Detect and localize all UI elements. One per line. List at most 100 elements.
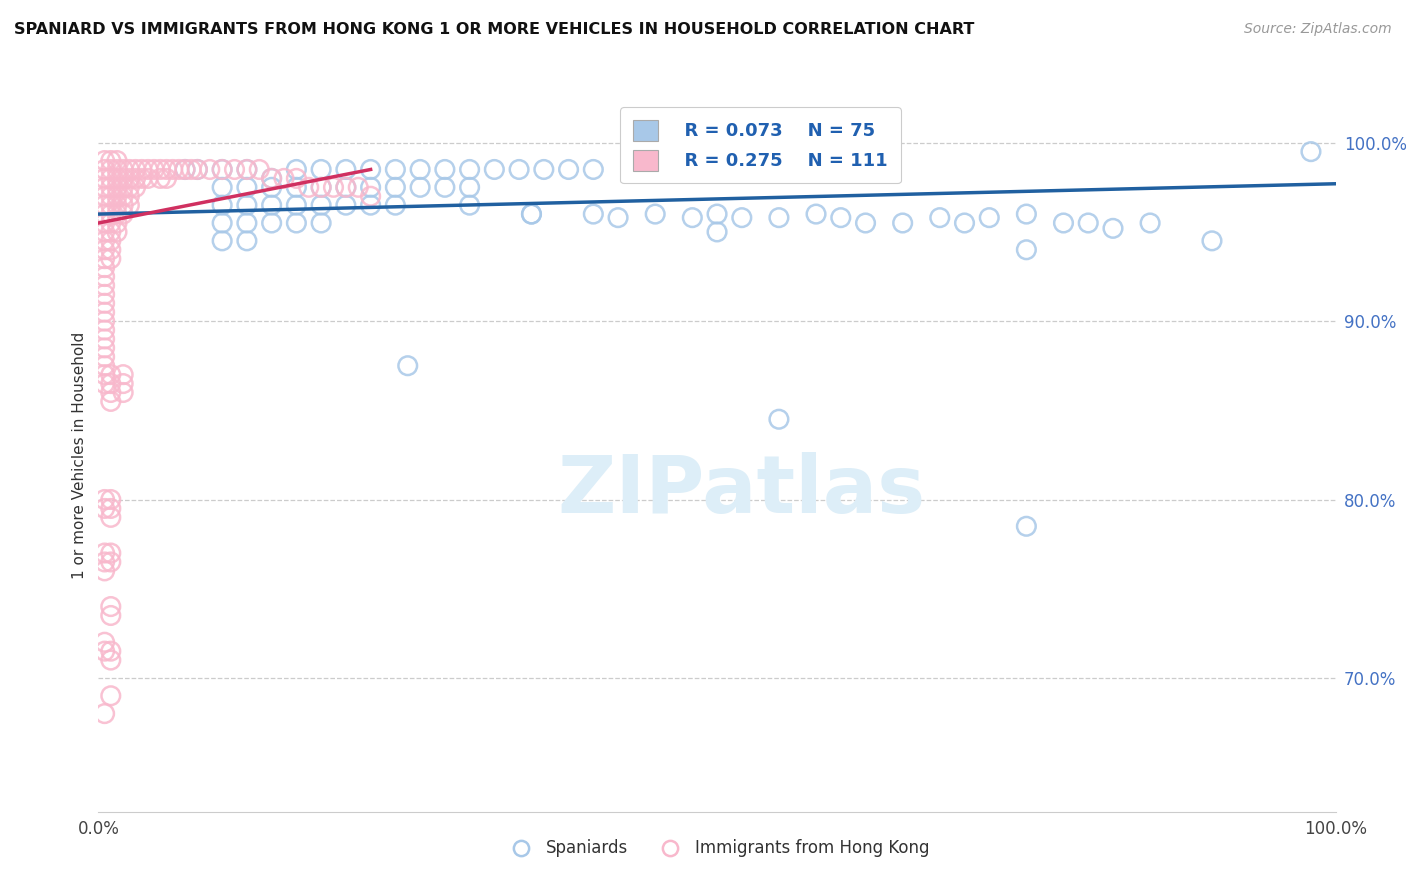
Text: ZIPatlas: ZIPatlas [558,451,927,530]
Point [100,252,122,266]
Point [174,162,197,177]
Point [211,216,233,230]
Point [706,225,728,239]
Point [100,225,122,239]
Point [112,171,135,186]
Point [273,171,295,186]
Point [93,314,115,328]
Point [322,180,344,194]
Point [105,180,128,194]
Point [236,198,259,212]
Point [149,162,172,177]
Point [582,207,605,221]
Point [1015,207,1038,221]
Point [100,599,122,614]
Point [1139,216,1161,230]
Point [100,385,122,400]
Point [105,225,128,239]
Point [855,216,877,230]
Point [309,180,332,194]
Point [409,180,432,194]
Point [731,211,754,225]
Point [1015,519,1038,533]
Point [211,198,233,212]
Point [224,162,246,177]
Point [93,207,115,221]
Point [118,171,141,186]
Point [112,162,135,177]
Point [93,234,115,248]
Point [260,171,283,186]
Point [93,252,115,266]
Point [93,332,115,346]
Point [93,376,115,391]
Point [433,162,456,177]
Point [118,189,141,203]
Point [768,211,790,225]
Point [167,162,190,177]
Point [360,162,382,177]
Point [804,207,827,221]
Point [118,180,141,194]
Point [100,207,122,221]
Point [131,162,153,177]
Point [335,162,357,177]
Point [112,368,135,382]
Point [93,555,115,569]
Point [236,234,259,248]
Point [298,180,321,194]
Point [236,162,259,177]
Point [433,180,456,194]
Point [309,180,332,194]
Point [508,162,530,177]
Point [93,341,115,355]
Point [1102,221,1125,235]
Point [112,385,135,400]
Point [155,171,177,186]
Point [520,207,543,221]
Point [112,180,135,194]
Point [155,162,177,177]
Point [557,162,579,177]
Point [118,198,141,212]
Point [93,278,115,293]
Point [458,198,481,212]
Point [186,162,208,177]
Point [335,180,357,194]
Point [1299,145,1322,159]
Point [211,162,233,177]
Point [198,162,221,177]
Point [100,689,122,703]
Point [384,180,406,194]
Point [112,376,135,391]
Point [681,211,703,225]
Point [285,162,308,177]
Point [93,368,115,382]
Point [112,207,135,221]
Point [100,376,122,391]
Point [124,180,146,194]
Point [384,162,406,177]
Point [105,198,128,212]
Point [607,211,630,225]
Point [260,171,283,186]
Point [93,269,115,284]
Point [236,180,259,194]
Point [118,162,141,177]
Point [93,153,115,168]
Point [162,162,184,177]
Point [93,198,115,212]
Point [891,216,914,230]
Point [100,555,122,569]
Point [347,180,370,194]
Point [136,171,159,186]
Y-axis label: 1 or more Vehicles in Household: 1 or more Vehicles in Household [72,331,87,579]
Point [105,171,128,186]
Point [247,162,270,177]
Point [100,501,122,516]
Point [93,492,115,507]
Point [1015,243,1038,257]
Point [93,359,115,373]
Point [93,287,115,301]
Point [112,198,135,212]
